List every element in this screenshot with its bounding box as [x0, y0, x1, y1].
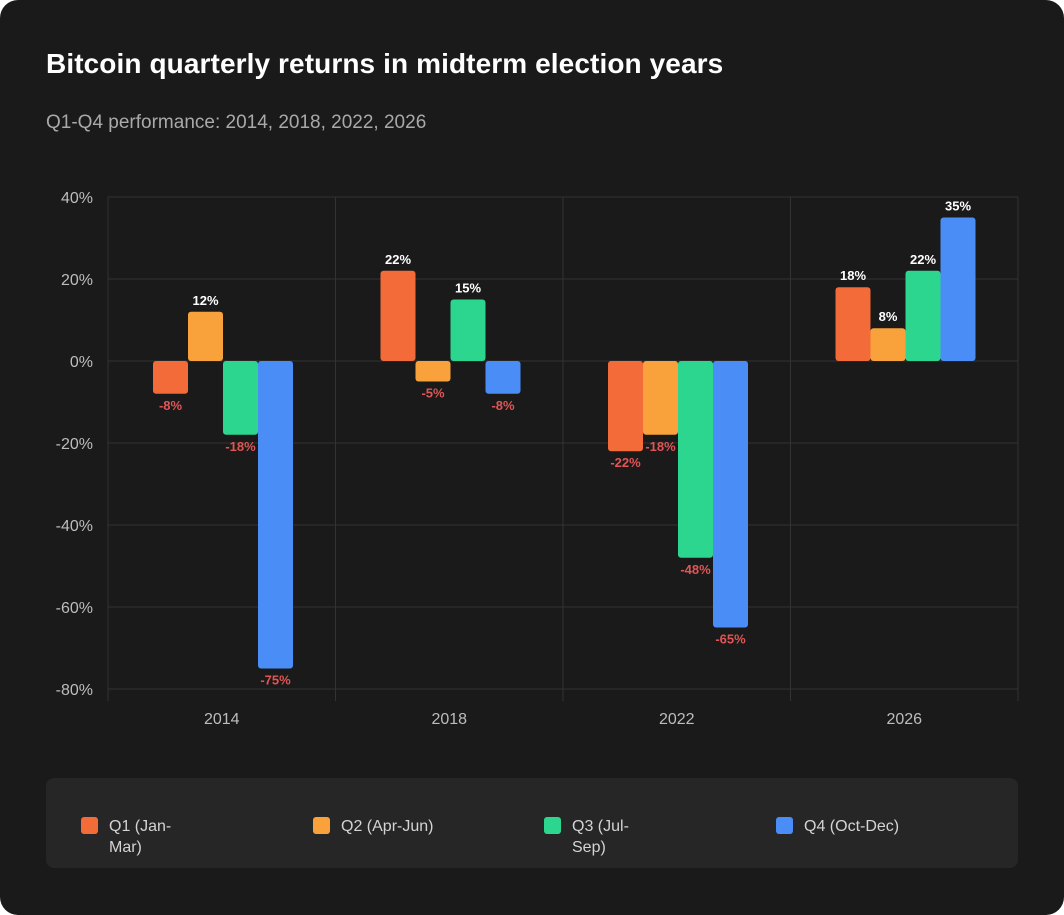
y-tick-label: 0% [70, 354, 93, 371]
y-tick-label: -80% [56, 682, 93, 699]
data-label: -18% [645, 439, 676, 454]
data-label: -8% [159, 398, 183, 413]
data-label: -5% [421, 386, 445, 401]
bar [940, 217, 976, 361]
data-label: -48% [680, 562, 711, 577]
x-tick-label: 2018 [431, 711, 467, 728]
bar [643, 361, 678, 435]
bar [678, 361, 713, 558]
bar [870, 328, 906, 361]
legend-swatch-q3 [544, 817, 561, 834]
bar [713, 361, 748, 628]
bar [608, 361, 643, 452]
bar [485, 361, 521, 394]
data-label: -75% [260, 673, 291, 688]
legend-swatch-q2 [313, 817, 330, 834]
legend-swatch-q4 [776, 817, 793, 834]
bar [415, 361, 451, 382]
legend-item-q4: Q4 (Oct-Dec) [776, 816, 899, 837]
bar [258, 361, 293, 669]
legend-item-q2: Q2 (Apr-Jun) [313, 816, 433, 837]
legend-label-q2: Q2 (Apr-Jun) [341, 818, 434, 835]
x-tick-label: 2014 [204, 711, 240, 728]
data-label: -8% [491, 398, 515, 413]
x-tick-label: 2026 [886, 711, 922, 728]
legend-label-q3: Q3 (Jul- Sep) [572, 818, 629, 856]
data-label: -65% [715, 632, 746, 647]
chart-subtitle: Q1-Q4 performance: 2014, 2018, 2022, 202… [46, 112, 427, 133]
bar-chart: 40% 20% 0% -20% -40% -60% -80% 2014 2018 2022 2026… [56, 190, 1019, 728]
y-tick-label: 40% [61, 190, 93, 207]
data-label: 15% [455, 281, 481, 296]
legend-label-q1: Q1 (Jan- Mar) [109, 818, 172, 856]
legend-item-q1: Q1 (Jan- Mar) [81, 816, 189, 858]
data-label: 18% [840, 268, 866, 283]
legend-label-q4: Q4 (Oct-Dec) [804, 818, 900, 835]
bar [223, 361, 258, 435]
bar [380, 270, 416, 361]
chart-legend: Q1 (Jan- Mar) Q2 (Apr-Jun) Q3 (Jul- Sep) Q… [46, 778, 1018, 868]
x-tick-label: 2022 [659, 711, 695, 728]
bar [905, 270, 941, 361]
bar [450, 299, 486, 361]
legend-item-q3: Q3 (Jul- Sep) [544, 816, 652, 858]
data-label: 35% [945, 199, 971, 214]
legend-swatch-q1 [81, 817, 98, 834]
y-tick-label: -20% [56, 436, 93, 453]
y-tick-label: 20% [61, 272, 93, 289]
data-label: 22% [385, 252, 411, 267]
bar [188, 311, 223, 361]
bar [835, 287, 871, 361]
data-label: 12% [192, 293, 218, 308]
data-label: 8% [879, 309, 898, 324]
data-label: -22% [610, 455, 641, 470]
y-tick-label: -40% [56, 518, 93, 535]
data-label: 22% [910, 252, 936, 267]
y-tick-label: -60% [56, 600, 93, 617]
bar [153, 361, 188, 394]
data-label: -18% [225, 439, 256, 454]
chart-title: Bitcoin quarterly returns in midterm ele… [46, 48, 724, 79]
